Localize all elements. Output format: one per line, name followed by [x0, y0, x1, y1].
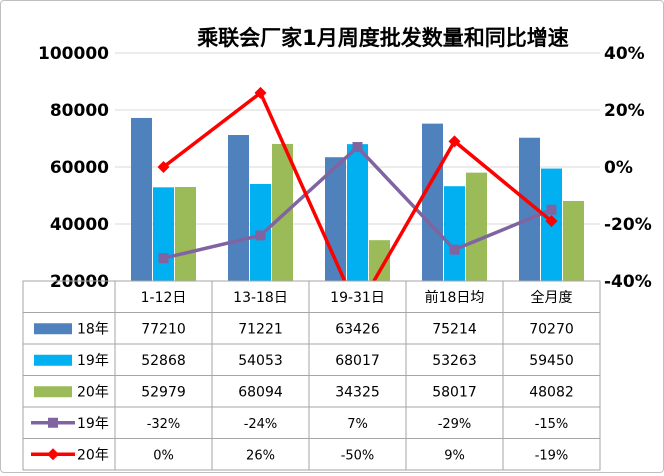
data-label: 34325: [335, 384, 380, 400]
category-label: 19-31日: [330, 290, 385, 306]
y-left-tick-label: 40000: [50, 215, 109, 235]
category-label: 全月度: [531, 289, 573, 306]
point-marker: [546, 204, 557, 215]
data-label: 9%: [444, 448, 465, 463]
data-label: 70270: [529, 321, 574, 337]
y-right-tick-label: 40%: [604, 44, 645, 64]
category-label: 13-18日: [233, 290, 288, 306]
data-label: 54053: [238, 353, 283, 369]
bar-20年-前18日均: [466, 172, 487, 281]
y-axis-left: 20000 40000 60000 80000 100000: [38, 44, 109, 292]
bar-19年-前18日均: [444, 186, 465, 281]
legend-label: 20年: [77, 447, 109, 463]
bar-19年-19-31日: [347, 144, 368, 281]
point-marker: [545, 215, 558, 228]
legend-key-20年: [34, 386, 72, 398]
y-left-tick-label: 100000: [38, 44, 109, 64]
data-label: 77210: [141, 321, 186, 337]
legend-marker: [48, 417, 58, 428]
bar-20年-全月度: [563, 200, 584, 281]
data-label: 7%: [347, 417, 368, 432]
data-label: 71221: [238, 321, 283, 337]
point-marker: [157, 161, 170, 173]
y-axis-right: -40% -20% 0% 20% 40%: [604, 44, 652, 292]
y-right-tick-label: 0%: [604, 158, 633, 178]
data-label: 48082: [529, 384, 574, 400]
data-label: -29%: [438, 417, 472, 432]
bar-layer: [131, 117, 584, 281]
y-left-tick-label: 60000: [50, 158, 109, 178]
bar-18年-前18日均: [422, 123, 443, 281]
data-label: 58017: [432, 384, 477, 400]
data-label: 68017: [335, 353, 380, 369]
point-marker: [255, 230, 266, 241]
data-label: 26%: [246, 448, 275, 463]
legend-label: 19年: [77, 353, 109, 369]
y-left-tick-label: 80000: [50, 101, 109, 121]
point-marker: [158, 253, 169, 264]
y-right-tick-label: 20%: [604, 101, 645, 121]
data-label: 53263: [432, 353, 477, 369]
data-label: 0%: [153, 448, 174, 463]
data-label: 63426: [335, 321, 380, 337]
legend-key-18年: [34, 323, 72, 335]
line-layer: [157, 86, 558, 281]
data-label: 52979: [141, 384, 186, 400]
data-label: -24%: [244, 417, 278, 432]
line-20年-diamond: [162, 90, 553, 281]
y-right-tick-label: -40%: [604, 272, 652, 292]
category-label: 1-12日: [141, 290, 187, 306]
point-marker: [448, 135, 461, 148]
point-marker: [449, 244, 460, 255]
legend-label: 19年: [77, 416, 109, 432]
data-label: 75214: [432, 321, 477, 337]
data-label: -32%: [147, 417, 181, 432]
bar-20年-1-12日: [175, 187, 196, 281]
legend-key-19年: [34, 354, 72, 366]
point-marker: [254, 86, 267, 99]
bar-20年-19-31日: [369, 240, 390, 281]
data-label: 68094: [238, 384, 283, 400]
data-label: -19%: [535, 448, 569, 463]
bar-19年-1-12日: [153, 187, 174, 281]
legend-marker: [47, 448, 59, 461]
category-label: 前18日均: [425, 289, 485, 306]
data-label: 52868: [141, 353, 186, 369]
bar-18年-13-18日: [228, 135, 249, 281]
y-left-tick-label: 20000: [50, 272, 109, 292]
bar-20年-13-18日: [272, 143, 293, 281]
data-label: 59450: [529, 353, 574, 369]
legend-label: 20年: [77, 384, 109, 400]
data-table: 1-12日 13-18日 19-31日 前18日均 全月度 18年 77210 71221 63…: [22, 280, 601, 471]
bar-18年-全月度: [519, 137, 540, 281]
y-right-tick-label: -20%: [604, 215, 652, 235]
data-label: -15%: [535, 417, 569, 432]
data-label: -50%: [341, 448, 375, 463]
point-marker: [352, 142, 363, 153]
chart-title: 乘联会厂家1月周度批发数量和同比增速: [196, 26, 569, 50]
legend-label: 18年: [77, 321, 109, 337]
bar-18年-1-12日: [131, 117, 152, 281]
